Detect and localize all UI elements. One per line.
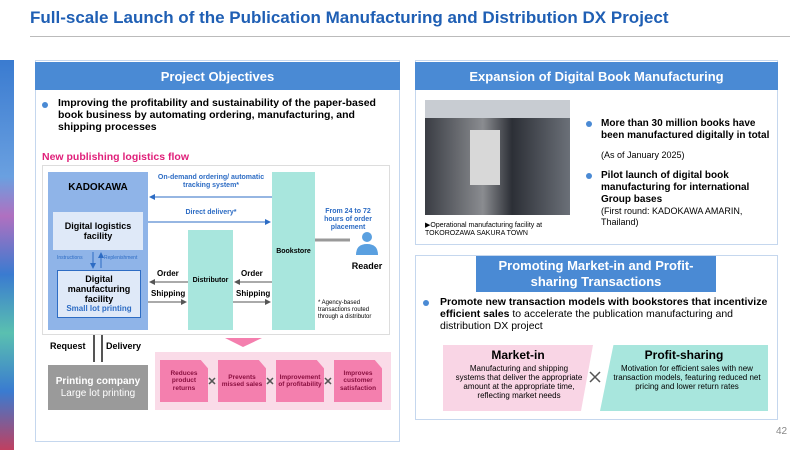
expansion-panel [415, 60, 778, 245]
market-bold: Promote new transaction models with book… [440, 296, 768, 320]
market-text: Promote new transaction models with book… [440, 296, 770, 332]
card-text: Manufacturing and shipping systems that … [455, 364, 583, 400]
expansion-text: More than 30 million books have been man… [601, 118, 770, 141]
bullet [423, 300, 429, 306]
agency-note: * Agency-based transactions routed throu… [318, 300, 372, 320]
title-rule [30, 36, 790, 37]
cross-icons [208, 371, 601, 385]
instructions-label: Instructions [57, 255, 83, 261]
title: Full-scale Launch of the Publication Man… [30, 8, 669, 27]
bookstore-box: Bookstore [272, 172, 315, 330]
bullet [42, 102, 48, 108]
down-triangle [225, 338, 262, 347]
shipping-label: Shipping [151, 289, 186, 298]
photo-detail [425, 100, 570, 118]
manufacturing-box: Digital manufacturing facility Small lot… [57, 270, 141, 318]
bullet [586, 173, 592, 179]
delivery-label: Delivery [106, 341, 142, 351]
order-label: Order [241, 269, 263, 278]
card-title: Market-in [491, 348, 545, 362]
expansion-note: (As of January 2025) [601, 150, 685, 160]
reader-icon [356, 244, 378, 255]
small-lot-label: Small lot printing [66, 304, 132, 313]
reader-icon [362, 232, 372, 242]
market-rest: to accelerate the publication manufactur… [440, 308, 734, 332]
card [443, 345, 593, 411]
page-number: 42 [776, 426, 788, 437]
large-lot-label: Large lot printing [60, 387, 136, 399]
facility-photo [425, 100, 570, 215]
panel-heading: Promoting Market-in and Profit-sharing T… [476, 256, 716, 292]
outcome: Prevents missed sales [218, 360, 266, 402]
request-label: Request [50, 341, 86, 351]
direct-delivery-label: Direct delivery* [185, 209, 237, 216]
objectives-panel [35, 60, 400, 442]
kadokawa-label: KADOKAWA [68, 182, 128, 193]
printing-label: Printing company [55, 375, 141, 387]
logistics-box: Digital logistics facility [53, 212, 143, 250]
lead-time: From 24 to 72 hours of order placement [324, 208, 372, 231]
photo-caption: ▶Operational manufacturing facility at T… [425, 222, 543, 237]
card-text: Motivation for efficient sales with new … [613, 364, 761, 391]
ondemand-label: On-demand ordering/ automatic tracking s… [157, 174, 265, 189]
side-strip [0, 60, 14, 450]
panel-heading: Project Objectives [35, 62, 400, 90]
flow-frame [42, 165, 390, 335]
expansion-note: (First round: KADOKAWA AMARIN, Thailand) [601, 206, 743, 227]
flow-title: New publishing logistics flow [42, 151, 190, 163]
photo-detail [470, 130, 500, 185]
reader-label: Reader [351, 261, 383, 271]
card-title: Profit-sharing [644, 348, 724, 362]
bullet [586, 121, 592, 127]
order-label: Order [157, 269, 179, 278]
shipping-label: Shipping [236, 289, 271, 298]
panel-heading: Expansion of Digital Book Manufacturing [415, 62, 778, 90]
objective-text: Improving the profitability and sustaina… [58, 97, 376, 133]
outcome: Improvement of profitability [276, 360, 324, 402]
market-panel [415, 255, 778, 420]
expansion-text: Pilot launch of digital book manufacturi… [601, 170, 750, 205]
card [600, 345, 768, 411]
outcome: Reduces product returns [160, 360, 208, 402]
printing-box: Printing company Large lot printing [48, 365, 148, 410]
manufacturing-label: Digital manufacturing facility [67, 274, 131, 304]
replenishment-label: Replenishment [104, 255, 138, 261]
outcome: Improves customer satisfaction [334, 360, 382, 402]
distributor-box: Distributor [188, 230, 233, 330]
